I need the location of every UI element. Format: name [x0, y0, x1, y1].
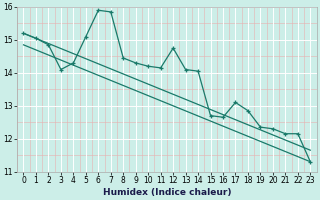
X-axis label: Humidex (Indice chaleur): Humidex (Indice chaleur): [103, 188, 231, 197]
